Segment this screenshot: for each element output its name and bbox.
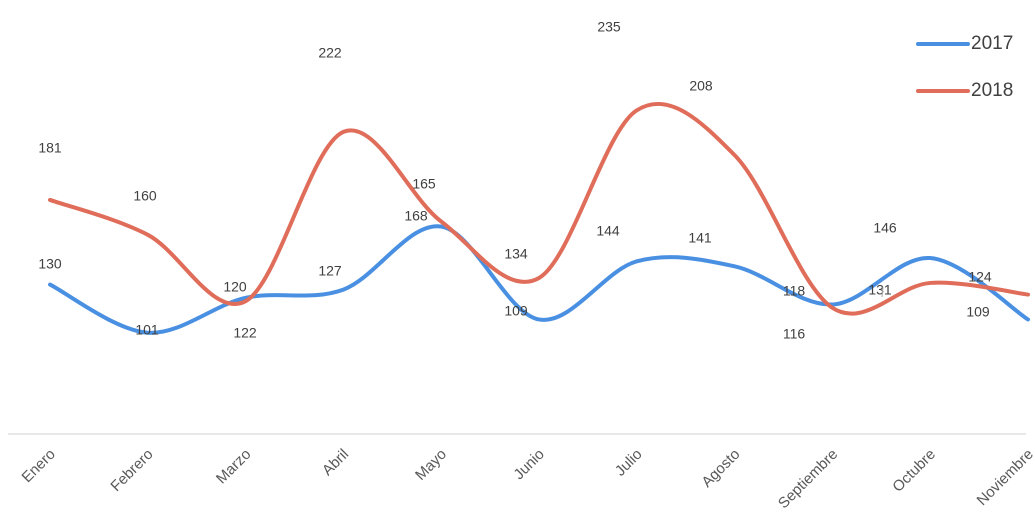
label-leader-line	[881, 286, 884, 298]
data-label-2017: 146	[873, 220, 897, 236]
data-label-2018: 124	[968, 269, 992, 285]
data-point-2017	[1026, 317, 1030, 321]
data-label-2018: 181	[38, 140, 62, 156]
data-point-2017	[928, 256, 932, 260]
data-point-2018	[537, 276, 541, 280]
data-label-2017: 127	[318, 263, 342, 279]
data-label-2018: 208	[689, 78, 713, 94]
legend: 2017 2018	[916, 33, 1013, 101]
data-label-2017: 130	[38, 256, 62, 272]
x-tick-label: Febrero	[107, 446, 156, 495]
x-tick-label: Marzo	[213, 446, 254, 487]
x-tick-label: Agosto	[698, 446, 743, 491]
data-point-2017	[341, 288, 345, 292]
series-line-2018	[48, 102, 1030, 316]
x-tick-label: Octubre	[889, 446, 939, 496]
data-point-2018	[439, 220, 443, 224]
series-line-2017	[48, 224, 1030, 335]
data-label-2017: 141	[688, 230, 712, 246]
data-point-2018	[830, 306, 834, 310]
data-label-2018: 222	[318, 45, 342, 61]
data-label-2018: 120	[223, 279, 247, 295]
x-tick-label: Abril	[319, 446, 352, 479]
data-point-2018	[733, 153, 737, 157]
data-point-2018	[1026, 293, 1030, 297]
data-point-2018	[244, 299, 248, 303]
data-point-2017	[635, 259, 639, 263]
data-label-2017: 109	[504, 303, 528, 319]
x-tick-label: Junio	[510, 446, 547, 483]
data-point-2017	[48, 283, 52, 287]
x-tick-label: Mayo	[412, 446, 450, 484]
legend-label-2018: 2018	[971, 80, 1013, 101]
data-label-2017: 118	[783, 283, 806, 299]
data-point-2018	[635, 108, 639, 112]
data-label-2017: 122	[233, 325, 257, 341]
series-layer	[48, 102, 1030, 335]
data-point-2018	[341, 130, 345, 134]
data-label-2018: 160	[133, 188, 157, 204]
data-label-2018: 131	[868, 282, 892, 298]
x-axis: Enero Febrero Marzo Abril Mayo Junio Julio Agos…	[8, 433, 1035, 512]
data-point-2018	[146, 233, 150, 237]
data-point-2017	[537, 317, 541, 321]
data-label-2018: 235	[597, 19, 621, 35]
legend-label-2017: 2017	[971, 33, 1013, 54]
data-label-2018: 134	[504, 246, 528, 262]
x-tick-label: Julio	[612, 446, 646, 480]
data-label-2018: 116	[783, 326, 806, 342]
data-label-2017: 144	[596, 223, 620, 239]
data-point-2018	[928, 281, 932, 285]
x-tick-label: Septiembre	[775, 446, 841, 512]
data-labels: 130 101 122 127 165 109 144 141 118 146 109 181 160 1…	[38, 19, 992, 342]
data-point-2018	[48, 198, 52, 202]
data-label-2018: 168	[404, 208, 428, 224]
x-tick-label: Enero	[19, 446, 59, 486]
x-tick-label: Noviembre	[974, 446, 1035, 509]
data-label-2017: 101	[135, 322, 159, 338]
data-label-2017: 165	[412, 176, 436, 192]
data-point-2017	[733, 264, 737, 268]
data-label-2017: 109	[966, 304, 990, 320]
